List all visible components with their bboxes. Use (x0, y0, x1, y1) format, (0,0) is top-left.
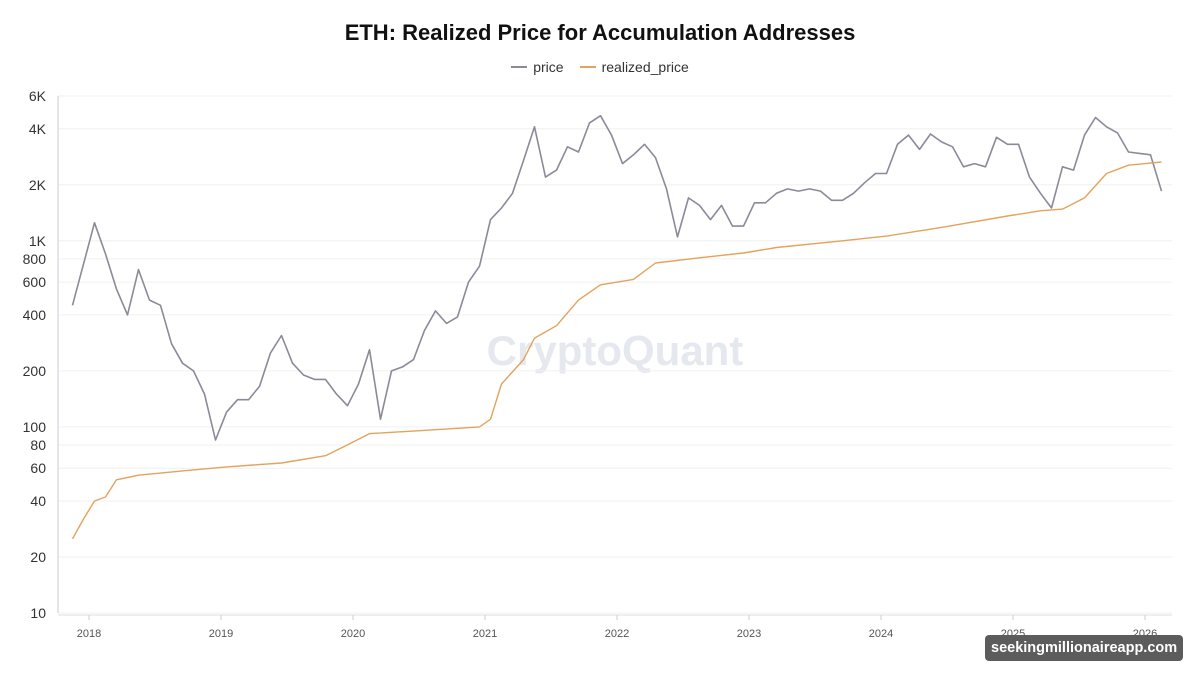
chart-title: ETH: Realized Price for Accumulation Add… (344, 20, 856, 45)
y-tick-label: 200 (23, 363, 47, 379)
series-line-price (71, 114, 1163, 441)
x-tick-label: 2018 (77, 628, 101, 640)
legend-label-realized-price: realized_price (601, 59, 689, 75)
y-tick-label: 2K (29, 177, 47, 193)
y-tick-label: 60 (30, 460, 46, 476)
series-line-realized-price (71, 161, 1162, 540)
x-tick-label: 2024 (869, 628, 893, 640)
legend: price realized_price (0, 59, 1200, 75)
x-tick-label: 2023 (737, 628, 761, 640)
legend-item-realized-price[interactable]: realized_price (579, 59, 689, 75)
legend-item-price[interactable]: price (511, 59, 564, 75)
y-tick-label: 40 (30, 493, 46, 509)
y-tick-label: 400 (23, 307, 47, 323)
y-tick-label: 600 (23, 274, 47, 290)
x-tick-label: 2022 (605, 628, 629, 640)
legend-swatch-price (511, 66, 528, 68)
y-tick-label: 4K (29, 121, 47, 137)
legend-label-price: price (533, 59, 564, 75)
x-tick-label: 2019 (209, 628, 233, 640)
x-tick-label: 2020 (341, 628, 365, 640)
legend-swatch-realized-price (579, 66, 596, 68)
y-tick-label: 1K (29, 233, 47, 249)
source-badge: seekingmillionaireapp.com (985, 635, 1184, 661)
y-tick-label: 10 (30, 605, 46, 621)
y-tick-label: 6K (29, 88, 47, 104)
y-tick-label: 800 (23, 251, 47, 267)
watermark: CryptoQuant (487, 327, 744, 374)
y-tick-label: 20 (30, 549, 46, 565)
y-tick-label: 80 (30, 437, 46, 453)
y-tick-label: 100 (23, 419, 47, 435)
x-tick-label: 2021 (473, 628, 497, 640)
